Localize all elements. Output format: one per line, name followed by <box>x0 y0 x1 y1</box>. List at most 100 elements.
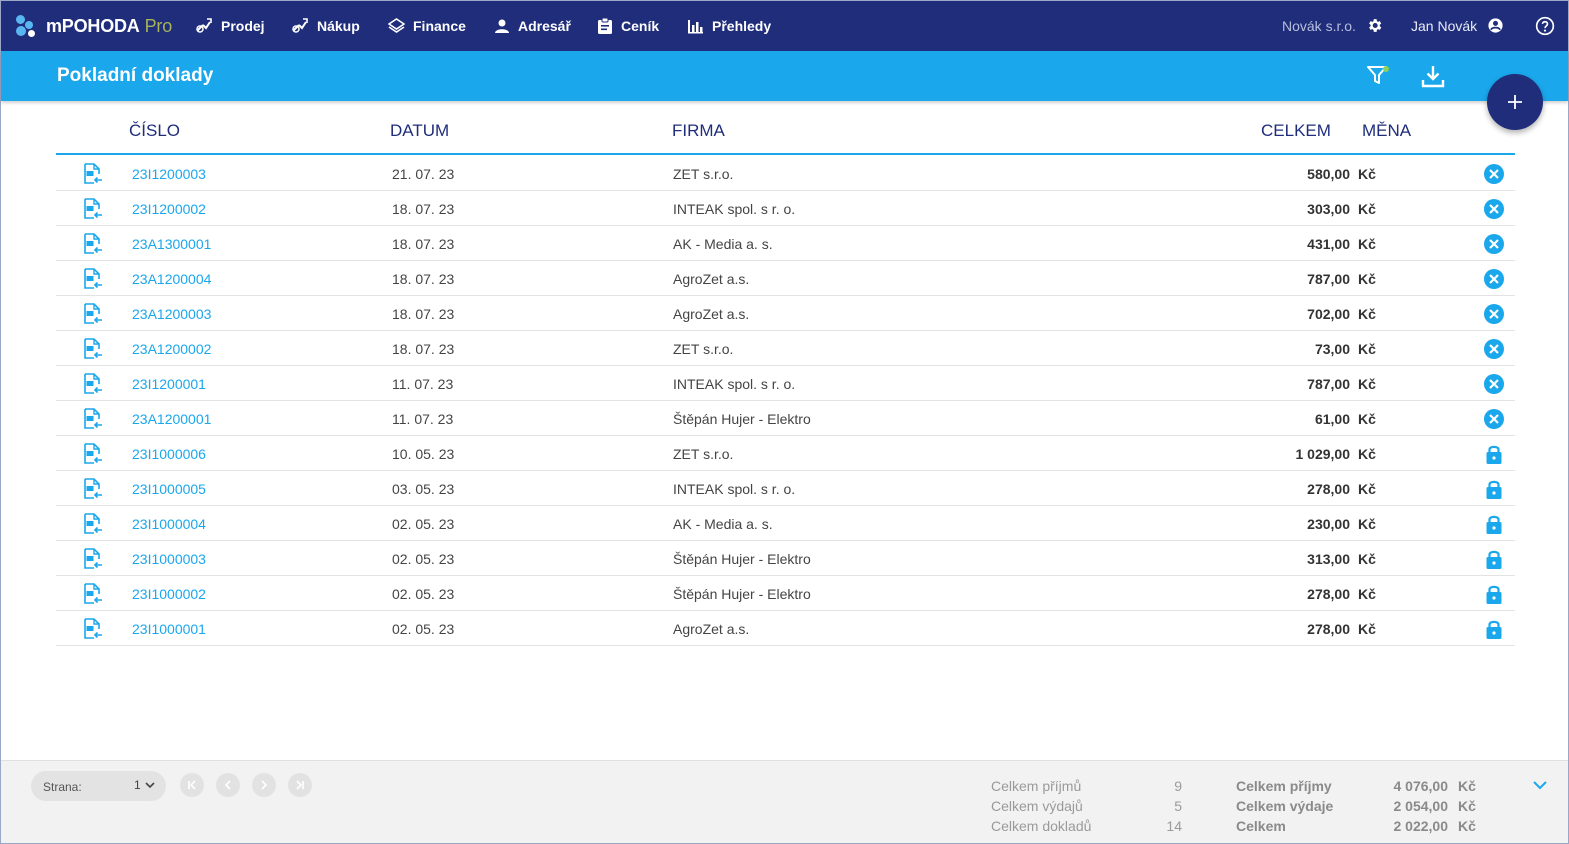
document-total: 230,00 <box>1307 516 1350 532</box>
document-number-link[interactable]: 23I1000002 <box>132 586 206 602</box>
help-button[interactable] <box>1535 16 1555 41</box>
table-row[interactable]: 23I1000004 02. 05. 23 AK - Media a. s. 230,… <box>56 506 1515 541</box>
table-row[interactable]: 23I1000005 03. 05. 23 INTEAK spol. s r. o.… <box>56 471 1515 506</box>
column-header-currency[interactable]: MĚNA <box>1362 121 1412 140</box>
cancel-icon[interactable] <box>1483 303 1505 328</box>
cash-document-icon[interactable] <box>81 478 103 505</box>
previous-page-button[interactable] <box>216 773 240 797</box>
add-document-button[interactable] <box>1487 74 1543 130</box>
document-number-link[interactable]: 23A1200002 <box>132 341 212 357</box>
document-firm: AK - Media a. s. <box>673 236 773 252</box>
cash-document-icon[interactable] <box>81 373 103 400</box>
nav-label: Prodej <box>221 18 265 34</box>
table-row[interactable]: 23I1000003 02. 05. 23 Štěpán Hujer - Elekt… <box>56 541 1515 576</box>
company-selector[interactable]: Novák s.r.o. <box>1282 17 1383 34</box>
cancel-icon[interactable] <box>1483 163 1505 188</box>
last-page-button[interactable] <box>288 773 312 797</box>
summary-currency: Kč <box>1458 798 1476 814</box>
table-row[interactable]: 23I1200001 11. 07. 23 INTEAK spol. s r. o.… <box>56 366 1515 401</box>
cash-document-icon[interactable] <box>81 338 103 365</box>
cash-document-icon[interactable] <box>81 163 103 190</box>
document-firm: ZET s.r.o. <box>673 341 734 357</box>
document-number-link[interactable]: 23A1300001 <box>132 236 212 252</box>
document-number-link[interactable]: 23I1000001 <box>132 621 206 637</box>
document-total: 313,00 <box>1307 551 1350 567</box>
document-currency: Kč <box>1358 201 1376 217</box>
nav-label: Ceník <box>621 18 660 34</box>
cash-document-icon[interactable] <box>81 583 103 610</box>
first-page-button[interactable] <box>180 773 204 797</box>
document-number-link[interactable]: 23I1200003 <box>132 166 206 182</box>
document-number-link[interactable]: 23I1000003 <box>132 551 206 567</box>
chevron-down-icon <box>145 782 155 789</box>
document-number-link[interactable]: 23A1200003 <box>132 306 212 322</box>
nav-item-finance[interactable]: Finance <box>388 15 466 37</box>
cash-document-icon[interactable] <box>81 268 103 295</box>
nav-item-prodej[interactable]: Prodej <box>195 15 265 37</box>
document-number-link[interactable]: 23I1200002 <box>132 201 206 217</box>
document-date: 03. 05. 23 <box>392 481 455 497</box>
download-button[interactable] <box>1420 63 1446 94</box>
document-date: 18. 07. 23 <box>392 236 455 252</box>
table-row[interactable]: 23A1200003 18. 07. 23 AgroZet a.s. 702,00 Kč <box>56 296 1515 331</box>
cash-document-icon[interactable] <box>81 303 103 330</box>
brand[interactable]: mPOHODA Pro <box>14 13 172 39</box>
summary-currency: Kč <box>1458 818 1476 834</box>
cancel-icon[interactable] <box>1483 268 1505 293</box>
gear-icon[interactable] <box>1366 17 1383 34</box>
column-header-date[interactable]: DATUM <box>390 121 450 140</box>
document-total: 61,00 <box>1314 411 1350 427</box>
page-dropdown[interactable]: 1 <box>134 778 156 792</box>
filter-button[interactable] <box>1366 63 1389 92</box>
nav-item-adresar[interactable]: Adresář <box>494 15 571 37</box>
nav-item-cenik[interactable]: Ceník <box>597 15 659 37</box>
document-number-link[interactable]: 23A1200004 <box>132 271 212 287</box>
document-firm: AgroZet a.s. <box>673 621 750 637</box>
document-number-link[interactable]: 23I1200001 <box>132 376 206 392</box>
summary-count: 9 <box>1174 778 1182 794</box>
nav-item-nakup[interactable]: Nákup <box>291 15 360 37</box>
cancel-icon[interactable] <box>1483 233 1505 258</box>
table-row[interactable]: 23I1200003 21. 07. 23 ZET s.r.o. 580,00 Kč <box>56 156 1515 191</box>
document-total: 702,00 <box>1307 306 1350 322</box>
cancel-icon[interactable] <box>1483 373 1505 398</box>
table-row[interactable]: 23I1000006 10. 05. 23 ZET s.r.o. 1 029,00 Kč <box>56 436 1515 471</box>
document-currency: Kč <box>1358 411 1376 427</box>
table-row[interactable]: 23A1200001 11. 07. 23 Štěpán Hujer - Elekt… <box>56 401 1515 436</box>
cash-document-icon[interactable] <box>81 618 103 645</box>
document-firm: Štěpán Hujer - Elektro <box>673 411 811 427</box>
next-page-button[interactable] <box>252 773 276 797</box>
document-number-link[interactable]: 23I1000004 <box>132 516 206 532</box>
cash-document-icon[interactable] <box>81 408 103 435</box>
table-row[interactable]: 23A1300001 18. 07. 23 AK - Media a. s. 431,… <box>56 226 1515 261</box>
document-number-link[interactable]: 23I1000005 <box>132 481 206 497</box>
document-currency: Kč <box>1358 341 1376 357</box>
column-header-number[interactable]: ČÍSLO <box>129 121 181 140</box>
top-navigation: mPOHODA Pro Prodej Nákup Finance Adresář … <box>1 1 1568 51</box>
column-header-total[interactable]: CELKEM <box>1261 121 1331 140</box>
table-row[interactable]: 23I1000002 02. 05. 23 Štěpán Hujer - Elekt… <box>56 576 1515 611</box>
cash-document-icon[interactable] <box>81 548 103 575</box>
table-row[interactable]: 23A1200004 18. 07. 23 AgroZet a.s. 787,00 Kč <box>56 261 1515 296</box>
table-row[interactable]: 23A1200002 18. 07. 23 ZET s.r.o. 73,00 Kč <box>56 331 1515 366</box>
cash-document-icon[interactable] <box>81 443 103 470</box>
user-name: Jan Novák <box>1411 17 1478 34</box>
document-firm: INTEAK spol. s r. o. <box>673 376 796 392</box>
document-number-link[interactable]: 23A1200001 <box>132 411 212 427</box>
document-number-link[interactable]: 23I1000006 <box>132 446 206 462</box>
table-row[interactable]: 23I1200002 18. 07. 23 INTEAK spol. s r. o.… <box>56 191 1515 226</box>
cancel-icon[interactable] <box>1483 198 1505 223</box>
expand-summary-button[interactable] <box>1530 775 1550 800</box>
summary-amount-label: Celkem <box>1236 818 1286 834</box>
summary-amount-label: Celkem příjmy <box>1236 778 1332 794</box>
cash-document-icon[interactable] <box>81 513 103 540</box>
cancel-icon[interactable] <box>1483 408 1505 433</box>
column-header-firm[interactable]: FIRMA <box>672 121 725 140</box>
cancel-icon[interactable] <box>1483 338 1505 363</box>
nav-item-prehledy[interactable]: Přehledy <box>687 15 771 37</box>
cash-document-icon[interactable] <box>81 233 103 260</box>
table-row[interactable]: 23I1000001 02. 05. 23 AgroZet a.s. 278,00 Kč <box>56 611 1515 646</box>
cash-document-icon[interactable] <box>81 198 103 225</box>
user-menu[interactable]: Jan Novák <box>1411 17 1504 34</box>
lock-icon <box>1483 478 1505 503</box>
